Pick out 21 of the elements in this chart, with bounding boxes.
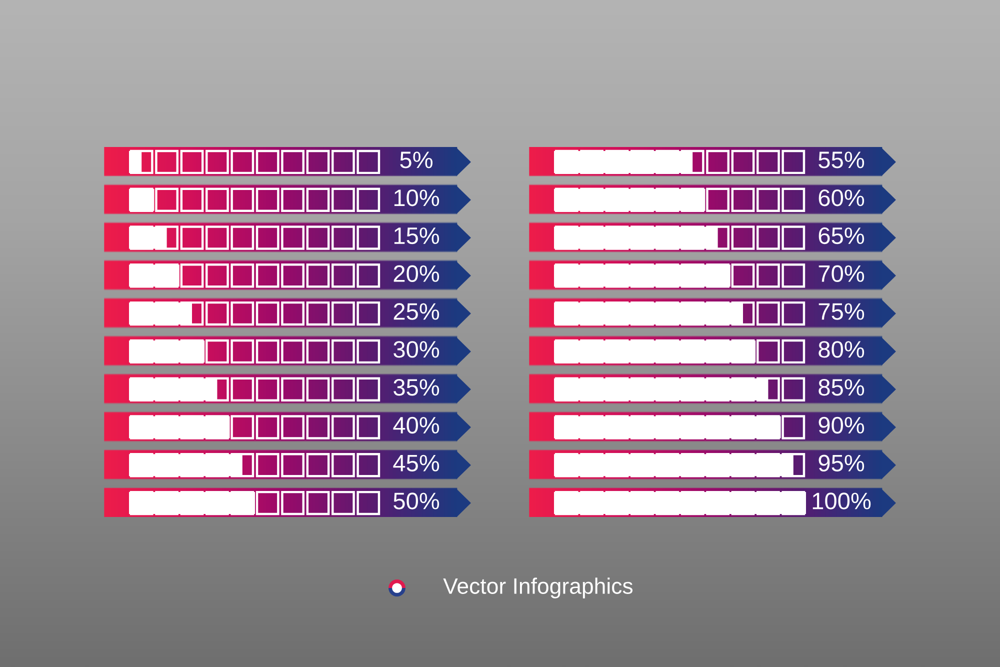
data-label: 50% [394,492,440,510]
data-label: 70% [818,265,864,282]
data-label: 55% [818,152,864,168]
data-label: 5% [400,152,433,168]
data-label: 25% [394,303,440,320]
data-label: 85% [818,378,864,396]
data-label: 100% [812,492,871,510]
data-label: 20% [394,265,440,282]
data-label: 30% [394,341,440,358]
data-label: 80% [818,341,864,358]
data-label: 45% [393,454,440,472]
data-label: 60% [818,189,864,206]
data-label: 75% [818,303,864,320]
data-label: 35% [394,378,440,396]
data-label: 95% [818,454,864,472]
data-label: 90% [818,416,864,434]
data-label: 15% [394,227,440,244]
data-label: 40% [393,416,440,434]
data-label: 65% [818,227,864,244]
text: Vector Infographics [443,578,633,598]
data-label: 10% [394,189,440,206]
